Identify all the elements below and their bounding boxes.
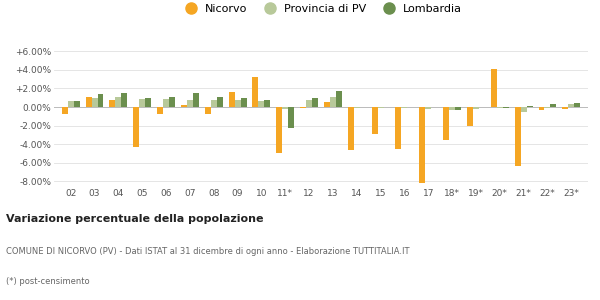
Bar: [277, 107, 282, 154]
Bar: [253, 77, 259, 107]
Legend: Nicorvo, Provincia di PV, Lombardia: Nicorvo, Provincia di PV, Lombardia: [180, 4, 462, 14]
Bar: [312, 98, 318, 107]
Bar: [539, 107, 544, 110]
Bar: [259, 101, 265, 107]
Bar: [544, 107, 550, 108]
Bar: [139, 99, 145, 107]
Bar: [115, 97, 121, 107]
Bar: [92, 98, 98, 107]
Bar: [467, 107, 473, 126]
Bar: [491, 69, 497, 107]
Bar: [395, 107, 401, 149]
Bar: [211, 100, 217, 107]
Bar: [550, 104, 556, 107]
Text: Variazione percentuale della popolazione: Variazione percentuale della popolazione: [6, 214, 263, 224]
Bar: [169, 97, 175, 107]
Bar: [503, 107, 509, 108]
Bar: [235, 100, 241, 107]
Bar: [109, 100, 115, 107]
Bar: [205, 107, 211, 115]
Text: COMUNE DI NICORVO (PV) - Dati ISTAT al 31 dicembre di ogni anno - Elaborazione T: COMUNE DI NICORVO (PV) - Dati ISTAT al 3…: [6, 248, 409, 256]
Bar: [455, 107, 461, 110]
Bar: [133, 107, 139, 147]
Bar: [354, 107, 360, 108]
Bar: [336, 91, 342, 107]
Bar: [163, 99, 169, 107]
Bar: [527, 106, 533, 107]
Bar: [265, 100, 271, 107]
Bar: [68, 101, 74, 107]
Bar: [330, 97, 336, 107]
Bar: [521, 107, 527, 112]
Bar: [562, 107, 568, 109]
Bar: [473, 107, 479, 109]
Bar: [157, 107, 163, 113]
Bar: [306, 100, 312, 107]
Bar: [86, 97, 92, 107]
Bar: [121, 93, 127, 107]
Bar: [371, 107, 377, 134]
Bar: [187, 100, 193, 107]
Bar: [449, 107, 455, 110]
Bar: [181, 105, 187, 107]
Bar: [401, 107, 407, 108]
Bar: [62, 107, 68, 115]
Bar: [193, 93, 199, 107]
Bar: [497, 107, 503, 108]
Bar: [217, 97, 223, 107]
Bar: [74, 100, 80, 107]
Bar: [98, 94, 103, 107]
Bar: [377, 107, 383, 108]
Bar: [288, 107, 294, 128]
Bar: [568, 104, 574, 107]
Bar: [515, 107, 521, 166]
Bar: [324, 102, 330, 107]
Bar: [300, 107, 306, 108]
Bar: [241, 98, 247, 107]
Bar: [574, 103, 580, 107]
Bar: [282, 107, 288, 109]
Bar: [229, 92, 235, 107]
Bar: [145, 98, 151, 107]
Text: (*) post-censimento: (*) post-censimento: [6, 278, 89, 286]
Bar: [425, 107, 431, 109]
Bar: [419, 107, 425, 183]
Bar: [443, 107, 449, 140]
Bar: [348, 107, 354, 150]
